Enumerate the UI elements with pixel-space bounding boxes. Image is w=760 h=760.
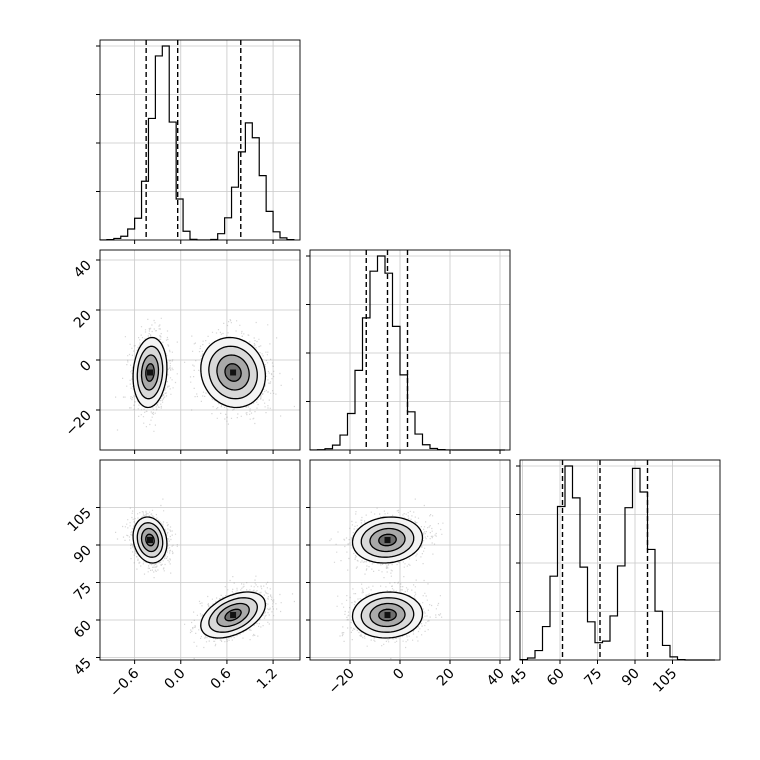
contour-line [145,363,155,382]
contour-line [145,533,155,547]
contour-line [369,602,406,628]
density-peak [147,369,153,376]
panel-frame [309,249,511,451]
density-peak [230,369,237,376]
panel-frame [519,459,721,661]
contour-line [351,516,424,564]
contour-line [216,602,250,628]
contour-line [136,522,164,558]
contour-line [360,597,415,633]
panel-frame [99,459,301,661]
grid-lines [100,250,300,450]
contour-line [132,336,168,409]
contour-line [378,608,397,622]
grid-lines [100,460,300,660]
panel-frame [99,249,301,451]
contour-line [208,345,258,400]
histogram-step [99,45,295,241]
grid-lines [100,40,300,240]
density-peak [230,612,237,618]
density-peak [384,537,391,543]
density-peak [147,537,153,543]
contour-line [140,354,160,391]
contour-line [216,354,250,391]
contour-line [224,608,242,622]
contour-line [136,345,164,400]
panel-frame [99,39,301,241]
density-peak [384,612,391,618]
histogram-step [519,465,715,661]
panel-frame [309,459,511,661]
scatter-points [115,317,295,432]
contour-line [208,597,258,633]
scatter-points [329,498,444,660]
contour-line [200,336,267,409]
contour-line [360,522,415,558]
contour-line [140,527,160,553]
contour-line [369,527,406,553]
contour-line [378,533,397,547]
contour-line [132,516,168,564]
scatter-points [115,498,295,660]
contour-line [351,591,424,639]
contour-line [200,591,267,639]
grid-lines [520,460,720,660]
contour-line [224,363,242,382]
